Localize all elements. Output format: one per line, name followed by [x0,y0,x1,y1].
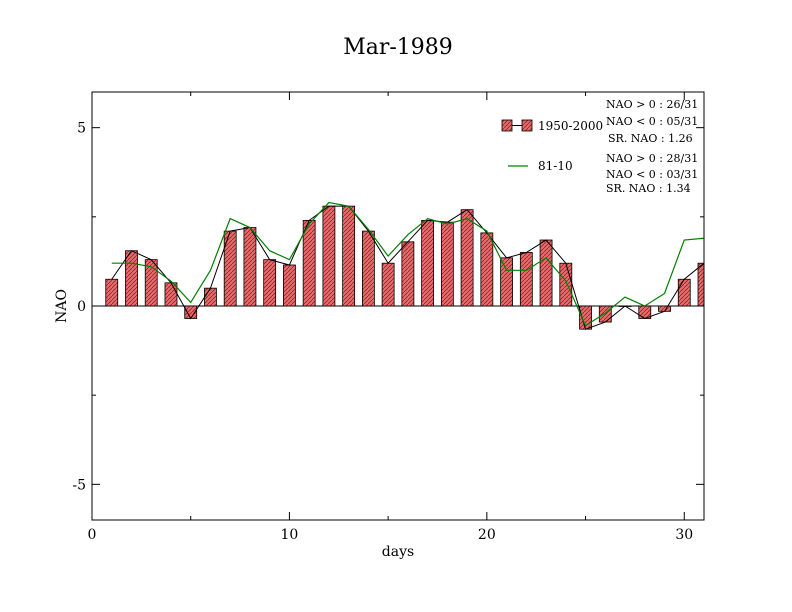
bar-day-8 [243,227,257,307]
bar-day-20 [480,232,494,307]
bar-day-9 [263,259,277,307]
legend-stat-1950-2000-neg: NAO < 0 : 05/31 [606,115,698,128]
bar-day-1 [105,278,119,307]
bar-day-19 [460,209,474,307]
legend-stat-81-10-neg: NAO < 0 : 03/31 [606,168,698,181]
legend-stat-81-10-pos: NAO > 0 : 28/31 [606,152,698,165]
x-tick-label: 0 [88,527,97,543]
legend-label-81-10: 81-10 [538,159,573,173]
legend-bar-swatch-right [521,119,533,132]
ticks-layer: 0 10 20 30 -5 0 5 [72,92,704,543]
bar-day-11 [302,219,316,307]
lines-layer [111,201,704,330]
bar-day-15 [381,262,395,307]
bar-day-12 [322,205,336,307]
bar-day-16 [401,241,415,307]
x-tick-label: 30 [675,527,693,543]
bar-day-18 [440,221,454,307]
chart-title: Mar-1989 [343,35,453,60]
bar-day-13 [342,205,356,307]
x-tick-label: 20 [478,527,496,543]
bars-layer [92,205,704,330]
bar-day-6 [204,287,217,307]
bar-day-22 [519,252,533,307]
bar-day-2 [125,250,138,307]
legend-bar-swatch-left [501,119,513,132]
x-tick-label: 10 [281,527,299,543]
bar-day-24 [559,262,573,307]
bar-day-17 [421,219,435,307]
legend-stat-1950-2000-sr: SR. NAO : 1.26 [608,132,693,145]
y-tick-label: -5 [72,477,86,493]
bar-day-14 [361,230,375,307]
bar-day-10 [283,264,296,307]
y-tick-label: 5 [77,121,86,137]
legend-stat-81-10-sr: SR. NAO : 1.34 [606,182,691,195]
y-tick-label: 0 [77,299,86,315]
x-axis-label: days [382,544,414,560]
legend-stat-1950-2000-pos: NAO > 0 : 26/31 [606,98,698,111]
bar-day-30 [677,278,691,307]
y-axis-label: NAO [54,289,70,323]
bar-day-31 [697,262,704,307]
bar-day-26 [598,305,612,323]
series-line-1950-2000 [111,205,704,330]
legend-label-1950-2000: 1950-2000 [538,119,603,133]
bar-day-21 [500,257,513,307]
series-line-81-10 [111,201,704,327]
legend: 1950-2000 NAO > 0 : 26/31 NAO < 0 : 05/3… [501,98,698,195]
bar-day-23 [539,239,553,307]
